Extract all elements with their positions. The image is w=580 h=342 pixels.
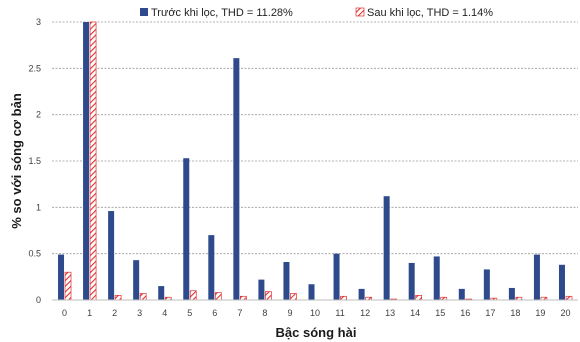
x-tick-label: 1: [87, 308, 92, 318]
bar-before-filter: [258, 279, 265, 300]
y-tick-label: 2.5: [28, 63, 41, 73]
x-tick-label: 15: [435, 308, 445, 318]
bar-after-filter: [214, 292, 222, 301]
bar-before-filter: [508, 287, 515, 300]
y-tick-label: 3: [36, 17, 41, 27]
legend-label-after: Sau khi lọc, THD = 1.14%: [367, 7, 493, 19]
bar-before-filter: [208, 235, 215, 300]
y-tick-label: 0: [36, 295, 41, 305]
x-tick-label: 18: [510, 308, 520, 318]
bar-before-filter: [158, 286, 165, 300]
bar-after-filter: [139, 293, 147, 301]
legend-swatch-before: [140, 8, 148, 16]
x-axis-title: Bậc sóng hài: [276, 325, 357, 340]
bar-before-filter: [333, 253, 340, 300]
x-tick-label: 16: [460, 308, 470, 318]
x-tick-label: 17: [485, 308, 495, 318]
x-tick-label: 5: [187, 308, 192, 318]
x-tick-label: 7: [237, 308, 242, 318]
bar-before-filter: [358, 288, 365, 300]
x-tick-label: 20: [560, 308, 570, 318]
bar-before-filter: [233, 58, 240, 300]
y-tick-label: 1: [36, 202, 41, 212]
bar-after-filter: [565, 295, 573, 301]
bar-before-filter: [533, 254, 540, 300]
bar-before-filter: [283, 262, 290, 300]
bar-before-filter: [83, 22, 90, 300]
gridlines: [52, 21, 578, 255]
bar-after-filter: [290, 293, 297, 301]
x-tick-label: 6: [212, 308, 217, 318]
bar-before-filter: [58, 254, 65, 300]
legend-label-before: Trước khi lọc, THD = 11.28%: [151, 7, 293, 19]
y-tick-label: 2: [36, 110, 41, 120]
bar-after-filter: [340, 295, 347, 301]
legend: Trước khi lọc, THD = 11.28% Sau khi lọc, …: [140, 7, 493, 19]
x-tick-label: 4: [162, 308, 167, 318]
x-tick-label: 12: [360, 308, 370, 318]
legend-swatch-after: [355, 7, 365, 17]
y-tick-label: 1.5: [28, 156, 41, 166]
bar-before-filter: [483, 269, 490, 300]
bar-after-filter: [89, 21, 97, 301]
bar-before-filter: [308, 284, 315, 300]
bar-before-filter: [458, 288, 465, 300]
axes: 00.511.522.530 1 2 3 4 5 6 7 8 9 10 11 12 13 14 15 16 17 1…: [9, 17, 578, 340]
x-tick-label: 8: [262, 308, 267, 318]
x-tick-label: 11: [335, 308, 344, 318]
bar-after-filter: [265, 291, 272, 301]
bar-after-filter: [415, 295, 423, 301]
bar-before-filter: [183, 158, 190, 300]
bar-before-filter: [558, 264, 565, 300]
y-tick-label: 0.5: [28, 249, 41, 259]
x-tick-label: 14: [410, 308, 420, 318]
bar-before-filter: [108, 211, 115, 300]
bar-after-filter: [240, 295, 247, 301]
bar-after-filter: [64, 271, 72, 301]
bar-before-filter: [383, 196, 390, 300]
bar-after-filter: [189, 290, 197, 301]
x-tick-label: 10: [310, 308, 320, 318]
x-tick-label: 0: [62, 308, 67, 318]
bar-before-filter: [433, 256, 440, 300]
bar-before-filter: [133, 260, 140, 300]
x-tick-label: 3: [137, 308, 142, 318]
x-tick-label: 19: [535, 308, 545, 318]
bar-before-filter: [408, 262, 415, 300]
x-tick-label: 9: [287, 308, 292, 318]
y-axis-title: % so với sóng cơ bản: [9, 93, 24, 229]
x-tick-label: 2: [112, 308, 117, 318]
bar-after-filter: [114, 295, 122, 301]
x-tick-label: 13: [385, 308, 395, 318]
